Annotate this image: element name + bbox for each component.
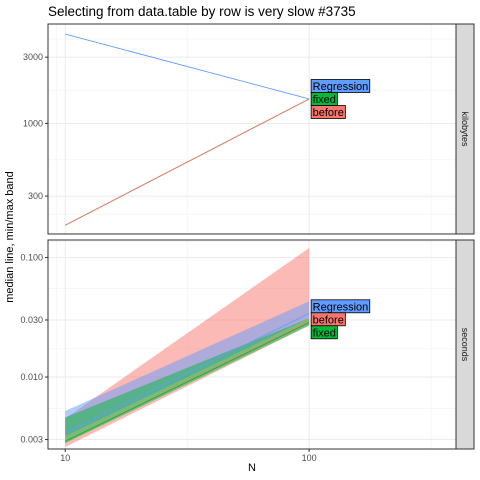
label-box xyxy=(310,79,371,93)
label-regression: Regression xyxy=(310,79,371,93)
strip-kilobytes: kilobytes xyxy=(455,23,475,235)
label-text: Regression xyxy=(313,301,369,313)
y-tick-label: 0.100 xyxy=(20,252,43,262)
label-text: fixed xyxy=(313,94,336,106)
label-before: before xyxy=(310,312,346,326)
panels: Regressionfixedbefore30010003000kilobyte… xyxy=(20,23,475,463)
y-tick-label: 3000 xyxy=(23,52,43,62)
y-tick-label: 300 xyxy=(28,191,43,201)
y-tick-label: 1000 xyxy=(23,118,43,128)
label-box xyxy=(310,325,338,340)
chart-title: Selecting from data.table by row is very… xyxy=(48,4,356,19)
label-text: Regression xyxy=(313,81,369,93)
x-tick-label: 10 xyxy=(60,453,70,463)
strip-background xyxy=(455,23,475,235)
line-regression xyxy=(65,313,310,434)
strip-background xyxy=(455,239,475,450)
strip-label: seconds xyxy=(460,328,470,362)
x-tick-label: 100 xyxy=(302,453,317,463)
line-before xyxy=(65,98,310,226)
y-axis-label: median line, min/max band xyxy=(4,171,16,302)
y-tick-label: 0.030 xyxy=(20,315,43,325)
strip-seconds: seconds xyxy=(455,239,475,450)
label-fixed: fixed xyxy=(310,92,338,106)
label-regression: Regression xyxy=(310,299,371,313)
line-regression xyxy=(65,33,310,100)
y-tick-label: 0.003 xyxy=(20,435,43,445)
y-tick-label: 0.010 xyxy=(20,372,43,382)
line-fixed xyxy=(65,322,310,442)
label-text: before xyxy=(313,314,344,326)
strip-label: kilobytes xyxy=(460,111,470,147)
label-box xyxy=(310,105,346,119)
label-text: before xyxy=(313,107,344,119)
x-axis-label: N xyxy=(248,462,256,474)
label-before: before xyxy=(310,105,346,119)
label-fixed: fixed xyxy=(310,325,338,340)
label-text: fixed xyxy=(313,327,336,339)
